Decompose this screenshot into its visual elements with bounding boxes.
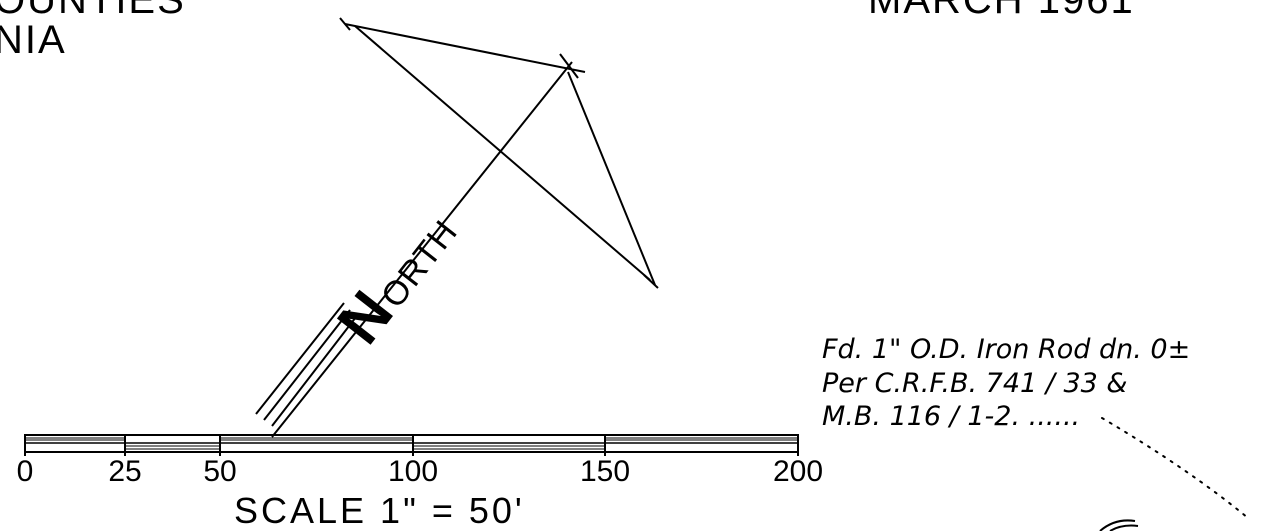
north-arrow-tick-top bbox=[559, 53, 579, 79]
scale-bar bbox=[24, 434, 799, 456]
north-arrow-tip bbox=[339, 17, 351, 31]
note-leader-line bbox=[1101, 417, 1249, 519]
curve-fragment bbox=[1099, 519, 1139, 531]
iron-rod-note-line-3: M.B. 116 / 1-2. ...... bbox=[822, 401, 1081, 432]
scale-title: SCALE 1" = 50' bbox=[234, 490, 525, 531]
north-arrow-tail-2 bbox=[263, 309, 351, 421]
header-state-label: NIA bbox=[0, 18, 67, 62]
north-arrow-tail-1 bbox=[255, 302, 345, 415]
scale-tick-label: 25 bbox=[108, 455, 142, 488]
north-label-small-letters: ORTH bbox=[374, 213, 465, 315]
header-county-label: OUNTIES bbox=[0, 0, 186, 22]
north-arrow-tick-bottom bbox=[643, 274, 659, 289]
north-arrow-diagonal bbox=[354, 25, 651, 281]
iron-rod-note-line-1: Fd. 1" O.D. Iron Rod dn. 0± bbox=[822, 334, 1191, 365]
scale-tick-label: 50 bbox=[203, 455, 237, 488]
iron-rod-note-line-2: Per C.R.F.B. 741 / 33 & bbox=[822, 368, 1128, 399]
north-arrow-tail-3 bbox=[271, 316, 357, 427]
north-arrow-right-edge bbox=[567, 71, 656, 286]
north-arrow-crossbar bbox=[344, 23, 586, 73]
scale-tick-label: 200 bbox=[772, 455, 824, 488]
scale-tick-label: 150 bbox=[579, 455, 631, 488]
scale-tick-label: 0 bbox=[16, 455, 34, 488]
header-date-label: MARCH 1961 bbox=[868, 0, 1135, 22]
scale-tick-label: 100 bbox=[387, 455, 439, 488]
north-arrow-shaft bbox=[271, 61, 573, 438]
north-arrow-lines bbox=[255, 17, 659, 438]
north-label: N ORTH bbox=[325, 213, 466, 356]
